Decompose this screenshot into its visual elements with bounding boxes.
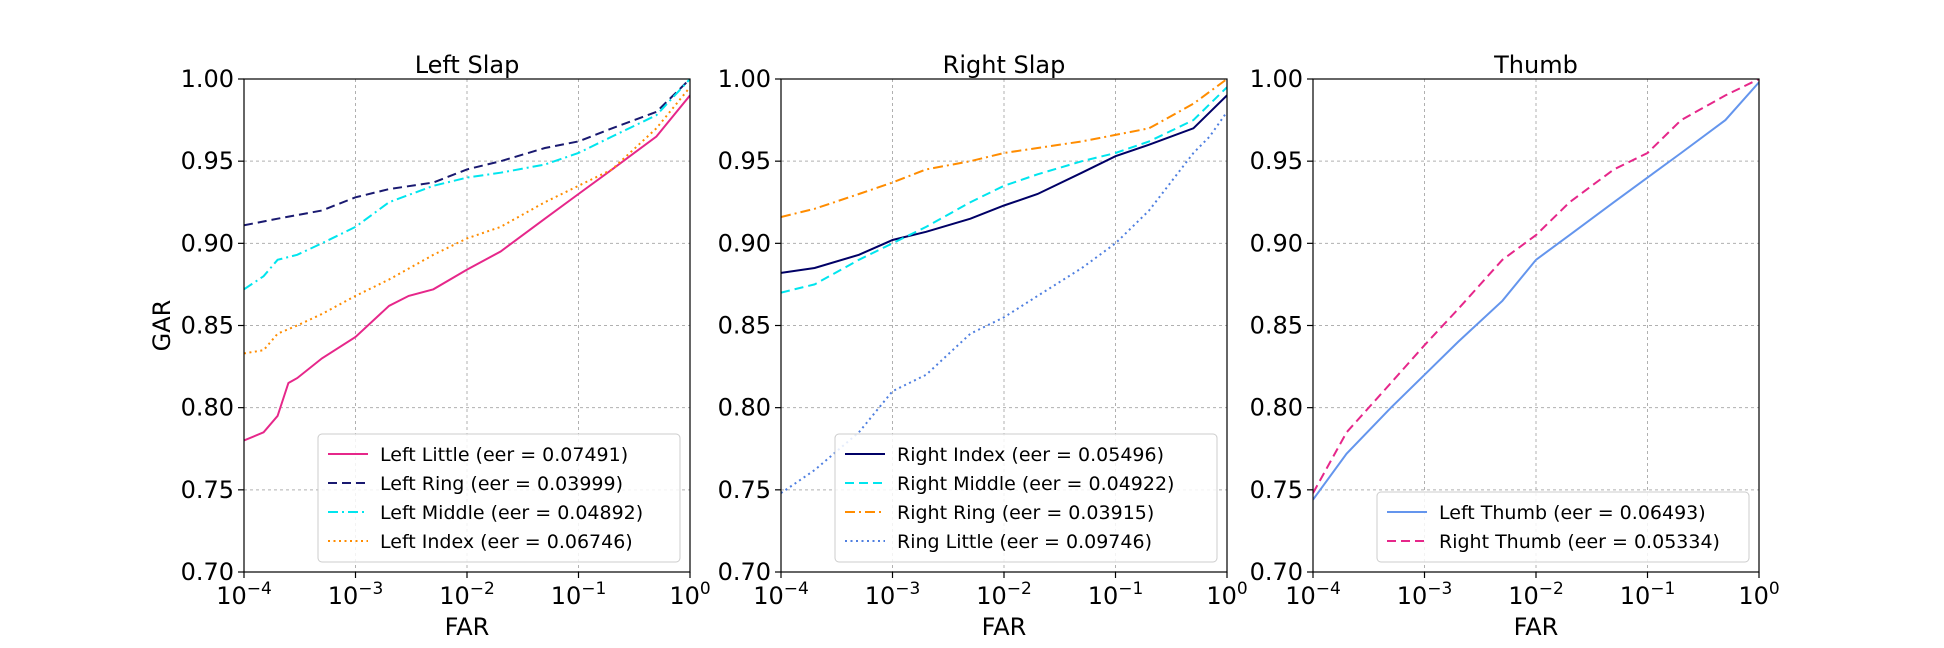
y-tick-label: 0.70 <box>181 558 234 586</box>
x-tick-label: 10−1 <box>1620 579 1676 610</box>
x-tick-label: 10−2 <box>1508 579 1564 610</box>
y-tick-label: 0.70 <box>1250 558 1303 586</box>
legend-label: Right Thumb (eer = 0.05334) <box>1439 531 1720 553</box>
x-tick-label: 10−1 <box>551 579 607 610</box>
x-tick-label: 10−4 <box>753 579 809 610</box>
y-tick-label: 1.00 <box>1250 65 1303 93</box>
panel-thumb: 10−4 10−3 10−2 10−1 100 0.70 0.75 0.80 0.85 0.90 0… <box>1250 51 1780 641</box>
legend: Left Thumb (eer = 0.06493) Right Thumb (e… <box>1376 491 1750 563</box>
legend: Left Little (eer = 0.07491) Left Ring (ee… <box>317 433 681 563</box>
legend-box <box>317 433 681 563</box>
y-tick-label: 0.95 <box>1250 147 1303 175</box>
y-tick-label: 0.90 <box>181 229 234 257</box>
y-tick-label: 0.80 <box>1250 394 1303 422</box>
legend-label: Right Index (eer = 0.05496) <box>897 444 1164 466</box>
y-tick-label: 0.75 <box>1250 476 1303 504</box>
chart-title: Thumb <box>1493 51 1578 79</box>
y-tick-label: 0.75 <box>181 476 234 504</box>
legend-label: Right Middle (eer = 0.04922) <box>897 473 1174 495</box>
legend-box <box>1376 491 1750 563</box>
y-tick-label: 0.90 <box>1250 229 1303 257</box>
legend-box <box>834 433 1218 563</box>
legend-label: Left Middle (eer = 0.04892) <box>380 502 643 524</box>
legend-label: Left Index (eer = 0.06746) <box>380 531 633 553</box>
x-axis-label: FAR <box>445 613 490 641</box>
legend-label: Left Thumb (eer = 0.06493) <box>1439 502 1706 524</box>
series-line <box>781 79 1227 218</box>
x-axis-label: FAR <box>982 613 1027 641</box>
chart-title: Right Slap <box>943 51 1066 79</box>
y-tick-label: 0.75 <box>718 476 771 504</box>
y-tick-label: 0.80 <box>718 394 771 422</box>
series-line <box>244 86 690 355</box>
x-tick-label: 100 <box>1206 579 1247 610</box>
y-tick-label: 1.00 <box>181 65 234 93</box>
y-tick-label: 0.85 <box>1250 312 1303 340</box>
series-line <box>781 94 1227 274</box>
legend-label: Left Little (eer = 0.07491) <box>380 444 628 466</box>
x-tick-label: 10−2 <box>439 579 495 610</box>
x-tick-label: 10−3 <box>328 579 384 610</box>
y-tick-label: 0.85 <box>181 312 234 340</box>
y-tick-label: 0.90 <box>718 229 771 257</box>
x-tick-label: 10−4 <box>1285 579 1341 610</box>
chart-title: Left Slap <box>415 51 520 79</box>
y-tick-label: 0.70 <box>718 558 771 586</box>
x-tick-label: 10−2 <box>976 579 1032 610</box>
y-tick-label: 0.85 <box>718 312 771 340</box>
series-line <box>244 79 690 227</box>
series-line <box>1313 79 1759 494</box>
series-line <box>781 111 1227 494</box>
panel-right-slap: 10−4 10−3 10−2 10−1 100 0.70 0.75 0.80 0.85 0.90 0… <box>718 51 1248 641</box>
x-tick-label: 10−3 <box>865 579 921 610</box>
y-tick-label: 0.95 <box>181 147 234 175</box>
x-tick-label: 10−4 <box>216 579 272 610</box>
y-tick-label: 0.95 <box>718 147 771 175</box>
series-line <box>1313 81 1759 501</box>
legend-label: Left Ring (eer = 0.03999) <box>380 473 623 495</box>
legend: Right Index (eer = 0.05496) Right Middle … <box>834 433 1218 563</box>
legend-label: Right Ring (eer = 0.03915) <box>897 502 1154 524</box>
y-tick-label: 1.00 <box>718 65 771 93</box>
legend-label: Ring Little (eer = 0.09746) <box>897 531 1152 553</box>
series-line <box>244 94 690 442</box>
y-axis-label: GAR <box>148 300 176 352</box>
x-tick-label: 10−1 <box>1088 579 1144 610</box>
x-tick-label: 100 <box>669 579 710 610</box>
x-tick-label: 100 <box>1738 579 1779 610</box>
x-tick-label: 10−3 <box>1397 579 1453 610</box>
x-axis-label: FAR <box>1514 613 1559 641</box>
y-tick-label: 0.80 <box>181 394 234 422</box>
series-line <box>781 86 1227 294</box>
panel-left-slap: 10−4 10−3 10−2 10−1 100 0.70 0.75 0.80 0.85 0.90 0… <box>148 51 711 641</box>
